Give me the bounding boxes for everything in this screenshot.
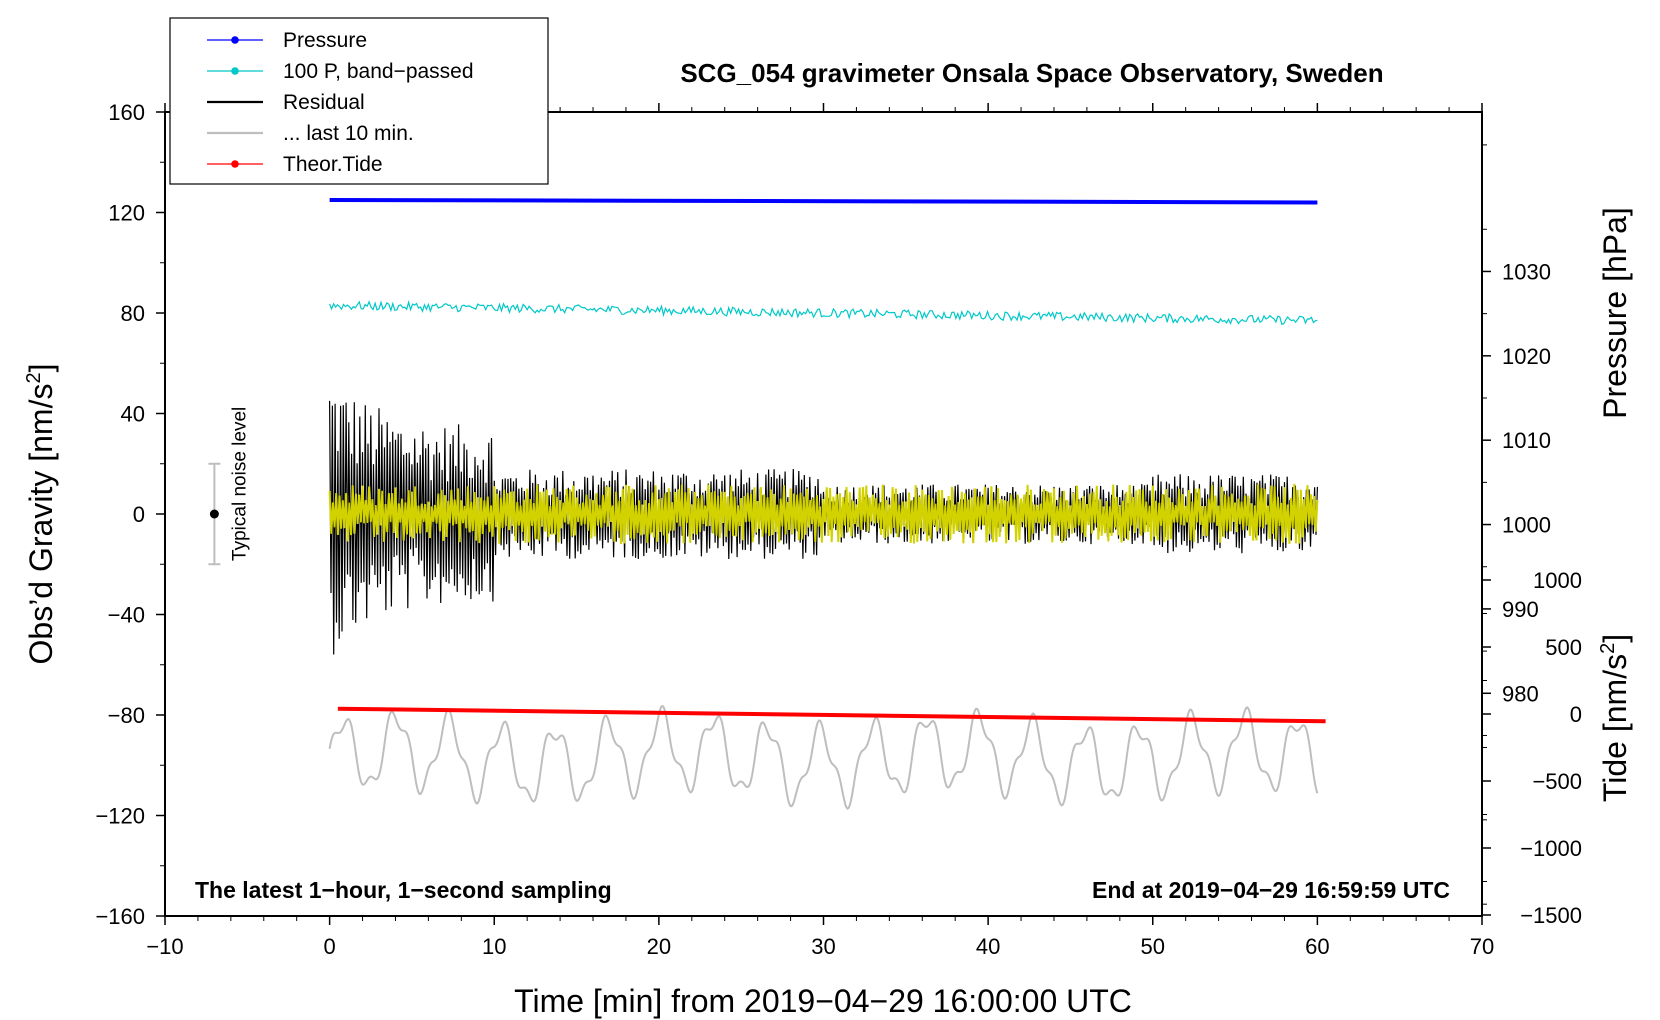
legend-label: Pressure: [283, 29, 367, 52]
y-axis-left-title-end: ]: [23, 364, 59, 373]
y-tick-label: −120: [95, 804, 145, 829]
tide-tick-label: −500: [1532, 769, 1582, 794]
series-theoretical-tide: [337, 706, 1326, 724]
x-tick-label: −10: [146, 934, 183, 959]
x-axis: −10 0 10 20 30 40 50 60 70: [146, 103, 1494, 959]
x-tick-label: 60: [1305, 934, 1329, 959]
tide-axis-title-end: ]: [1597, 634, 1633, 643]
y-tick-label: 120: [108, 201, 145, 226]
tide-axis-title-sup: 2: [1597, 643, 1619, 654]
tide-tick-label: −1500: [1520, 903, 1582, 928]
pressure-tick-label: 980: [1502, 681, 1539, 706]
y-tick-label: 40: [121, 402, 145, 427]
series-residual-filtered: [328, 483, 1319, 545]
tide-tick-label: 1000: [1533, 568, 1582, 593]
tide-axis-title: Tide [nm/s2]: [1597, 634, 1633, 802]
series-residual: [329, 400, 1318, 655]
legend-marker: [231, 67, 239, 75]
x-tick-label: 20: [647, 934, 671, 959]
x-tick-label: 40: [976, 934, 1000, 959]
x-tick-label: 10: [482, 934, 506, 959]
y-tick-label: −80: [108, 703, 145, 728]
x-tick-label: 50: [1141, 934, 1165, 959]
x-tick-label: 70: [1470, 934, 1494, 959]
y-axis-left-title: Obs’d Gravity [nm/s2]: [23, 364, 59, 665]
legend-label: Residual: [283, 91, 365, 114]
tide-axis-title-main: Tide [nm/s: [1597, 654, 1633, 802]
legend-label: Theor.Tide: [283, 153, 383, 176]
y-axis-left-title-main: Obs’d Gravity [nm/s: [23, 384, 59, 665]
legend-label: 100 P, band−passed: [283, 60, 474, 83]
y-axis-left-title-sup: 2: [23, 372, 45, 383]
y-axis-right: 1030 1020 1010 1000 990 980 1000 500 0 −500 −1000 −…: [1482, 144, 1582, 928]
note-sampling: The latest 1−hour, 1−second sampling: [195, 877, 612, 903]
series-band-passed-pressure: [329, 300, 1318, 326]
series-last-10-min: [328, 704, 1319, 810]
y-tick-label: −40: [108, 603, 145, 628]
legend-marker: [231, 160, 239, 168]
x-tick-label: 0: [324, 934, 336, 959]
y-tick-label: −160: [95, 904, 145, 929]
note-end-time: End at 2019−04−29 16:59:59 UTC: [1092, 877, 1450, 903]
pressure-tick-label: 1020: [1502, 344, 1551, 369]
y-tick-label: 160: [108, 100, 145, 125]
series-layer: [328, 197, 1326, 810]
noise-level-label: Typical noise level: [229, 407, 250, 561]
chart-title: SCG_054 gravimeter Onsala Space Observat…: [680, 58, 1383, 88]
noise-bar: Typical noise level: [208, 407, 250, 566]
pressure-tick-label: 1010: [1502, 428, 1551, 453]
series-pressure: [329, 197, 1318, 205]
tide-tick-label: 500: [1545, 635, 1582, 660]
y-axis-left: 160 120 80 40 0 −40 −80 −120 −160: [95, 100, 165, 929]
tide-tick-label: 0: [1570, 702, 1582, 727]
pressure-axis-title: Pressure [hPa]: [1597, 207, 1633, 419]
pressure-tick-label: 1000: [1502, 513, 1551, 538]
legend-label: ... last 10 min.: [283, 122, 414, 145]
pressure-tick-label: 1030: [1502, 259, 1551, 284]
tide-tick-label: −1000: [1520, 836, 1582, 861]
noise-bar-point: [209, 509, 219, 519]
y-tick-label: 80: [121, 301, 145, 326]
x-axis-title: Time [min] from 2019−04−29 16:00:00 UTC: [514, 983, 1132, 1019]
legend: Pressure 100 P, band−passed Residual ... la…: [169, 17, 549, 185]
x-tick-label: 30: [811, 934, 835, 959]
y-tick-label: 0: [133, 502, 145, 527]
legend-marker: [231, 36, 239, 44]
pressure-tick-label: 990: [1502, 597, 1539, 622]
